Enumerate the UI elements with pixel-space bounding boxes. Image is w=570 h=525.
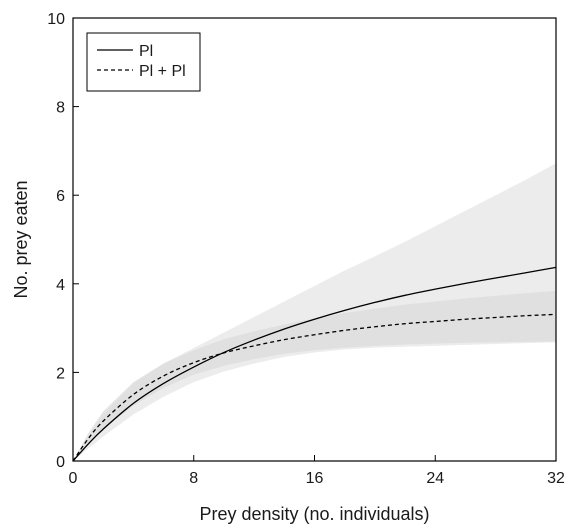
y-tick-label: 8 bbox=[56, 100, 65, 117]
y-tick-label: 4 bbox=[56, 277, 65, 294]
y-tick-label: 2 bbox=[56, 365, 65, 382]
y-axis-label: No. prey eaten bbox=[11, 180, 31, 298]
y-tick-label: 10 bbox=[47, 11, 65, 28]
legend-box bbox=[86, 32, 201, 92]
confidence-band-2 bbox=[73, 290, 556, 461]
x-axis-label: Prey density (no. individuals) bbox=[199, 504, 429, 524]
legend-label-2: Pl + Pl bbox=[139, 63, 186, 80]
x-tick-label: 16 bbox=[306, 470, 324, 487]
x-tick-label: 24 bbox=[426, 470, 444, 487]
legend: Pl Pl + Pl bbox=[86, 32, 201, 92]
series-line-1 bbox=[72, 266, 557, 462]
y-tick-label: 6 bbox=[56, 188, 65, 205]
x-tick-label: 32 bbox=[547, 470, 565, 487]
x-tick-label: 8 bbox=[189, 470, 198, 487]
series-line-2 bbox=[72, 313, 557, 462]
y-tick-label: 0 bbox=[56, 454, 65, 471]
legend-label-1: Pl bbox=[139, 43, 153, 60]
x-tick-label: 0 bbox=[69, 470, 78, 487]
confidence-band-1 bbox=[73, 163, 556, 461]
confidence-bands bbox=[73, 163, 556, 461]
axis-labels: Prey density (no. individuals) No. prey e… bbox=[11, 180, 430, 524]
series-lines bbox=[72, 266, 557, 462]
